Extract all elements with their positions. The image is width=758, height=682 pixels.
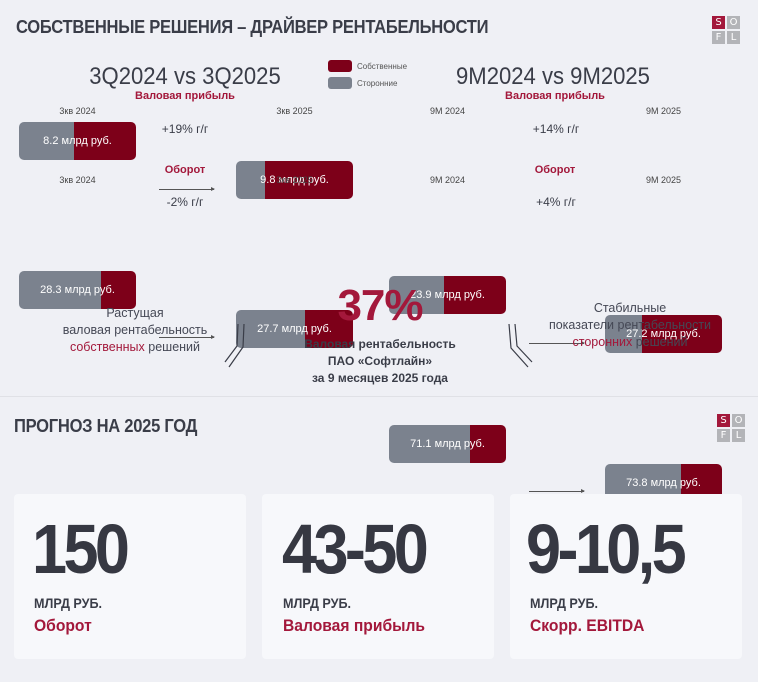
bar-caption: 3кв 2025: [276, 106, 313, 116]
external-swatch: [328, 77, 352, 89]
bar-value: 9.8 млрд руб.: [260, 174, 329, 186]
quarter-title: 3Q2024 vs 3Q2025: [89, 63, 281, 90]
note-line: сторонних решений: [530, 334, 730, 351]
bar-value: 73.8 млрд руб.: [626, 477, 701, 489]
forecast-title: ПРОГНОЗ НА 2025 ГОД: [14, 416, 198, 436]
bar-value: 23.9 млрд руб.: [410, 289, 485, 301]
growth-label: -2% г/г: [166, 195, 204, 209]
legend-item-external: Сторонние: [328, 77, 407, 89]
card-label: Оборот: [34, 616, 92, 635]
sofl-logo: S O F L: [712, 16, 740, 44]
card-label: Валовая прибыль: [283, 616, 426, 635]
note-text: решений: [144, 340, 201, 354]
card-value: 150: [32, 510, 130, 588]
arrow-right-icon: [529, 489, 585, 493]
note-line: Растущая: [106, 306, 164, 320]
nine-months-title: 9M2024 vs 9M2025: [456, 63, 650, 90]
logo-letter: F: [712, 31, 725, 44]
bar-q-rev-curr: 27.7 млрд руб.: [236, 310, 353, 348]
double-slash-left-icon: [224, 323, 245, 368]
growth-label: +19% г/г: [161, 122, 209, 136]
note-line: валовая рентабельность: [62, 323, 208, 337]
card-unit: МЛРД РУБ.: [530, 595, 599, 611]
bar-value: 8.2 млрд руб.: [43, 135, 112, 147]
card-label: Скорр. EBITDA: [530, 616, 645, 635]
caption-line: Валовая рентабельность: [304, 337, 456, 351]
bar-caption: 3кв 2024: [59, 175, 96, 185]
card-unit: МЛРД РУБ.: [283, 595, 352, 611]
left-note: Растущая валовая рентабельность собствен…: [40, 305, 230, 356]
legend-label: Сторонние: [357, 78, 398, 88]
forecast-card-ebitda: 9-10,5 МЛРД РУБ. Скорр. EBITDA: [510, 494, 742, 659]
right-note: Стабильные показатели рентабельности сто…: [530, 300, 730, 351]
note-line: показатели рентабельности: [548, 318, 712, 332]
bar-caption: 9M 2024: [429, 106, 466, 116]
highlight-text: собственных: [69, 340, 145, 354]
bar-value: 71.1 млрд руб.: [410, 438, 485, 450]
bar-caption: 3кв 2025: [276, 175, 313, 185]
bar-9m-gp-curr: 27.2 млрд руб.: [605, 315, 722, 353]
logo-letter: S: [717, 414, 730, 427]
logo-letter: O: [727, 16, 740, 29]
forecast-card-gross-profit: 43-50 МЛРД РУБ. Валовая прибыль: [262, 494, 494, 659]
bar-q-rev-prev: 28.3 млрд руб.: [19, 271, 136, 309]
own-swatch: [328, 60, 352, 72]
highlight-text: сторонних: [572, 335, 633, 349]
forecast-card-revenue: 150 МЛРД РУБ. Оборот: [14, 494, 246, 659]
arrow-right-icon: [159, 335, 215, 339]
card-unit: МЛРД РУБ.: [34, 595, 103, 611]
bar-q-gp-curr: 9.8 млрд руб.: [236, 161, 353, 199]
logo-letter: F: [717, 429, 730, 442]
legend-label: Собственные: [357, 61, 408, 71]
quarter-gp-label: Валовая прибыль: [135, 90, 235, 102]
sofl-logo: S O F L: [717, 414, 745, 442]
logo-letter: S: [712, 16, 725, 29]
bar-9m-gp-prev: 23.9 млрд руб.: [389, 276, 506, 314]
note-text: решений: [632, 335, 688, 349]
logo-letter: L: [727, 31, 740, 44]
quarter-rev-label: Оборот: [164, 164, 206, 176]
bar-q-gp-prev: 8.2 млрд руб.: [19, 122, 136, 160]
arrow-right-icon: [159, 187, 215, 191]
note-line: собственных решений: [40, 339, 230, 356]
legend: Собственные Сторонние: [328, 60, 407, 89]
legend-item-own: Собственные: [328, 60, 407, 72]
caption-line: ПАО «Софтлайн»: [327, 354, 433, 368]
growth-label: +4% г/г: [536, 195, 576, 209]
bar-9m-rev-prev: 71.1 млрд руб.: [389, 425, 506, 463]
margin-value: 37%: [337, 281, 423, 330]
nine-months-rev-label: Оборот: [534, 164, 576, 176]
logo-letter: O: [732, 414, 745, 427]
margin-caption: Валовая рентабельность ПАО «Софтлайн» за…: [270, 336, 490, 387]
page-title: СОБСТВЕННЫЕ РЕШЕНИЯ – ДРАЙВЕР РЕНТАБЕЛЬН…: [16, 17, 489, 37]
section-divider: [0, 396, 758, 397]
double-slash-right-icon: [508, 323, 533, 368]
bar-caption: 9M 2024: [429, 175, 466, 185]
arrow-right-icon: [529, 341, 585, 345]
bar-value: 27.2 млрд руб.: [626, 328, 701, 340]
caption-line: за 9 месяцев 2025 года: [312, 371, 448, 385]
bar-value: 28.3 млрд руб.: [40, 284, 115, 296]
bar-caption: 9M 2025: [645, 106, 682, 116]
logo-letter: L: [732, 429, 745, 442]
card-value: 43-50: [282, 510, 429, 588]
growth-label: +14% г/г: [532, 122, 580, 136]
note-line: Стабильные: [593, 301, 667, 315]
nine-months-gp-label: Валовая прибыль: [505, 90, 605, 102]
bar-value: 27.7 млрд руб.: [257, 323, 332, 335]
bar-caption: 9M 2025: [645, 175, 682, 185]
bar-caption: 3кв 2024: [59, 106, 96, 116]
card-value: 9-10,5: [526, 510, 687, 588]
